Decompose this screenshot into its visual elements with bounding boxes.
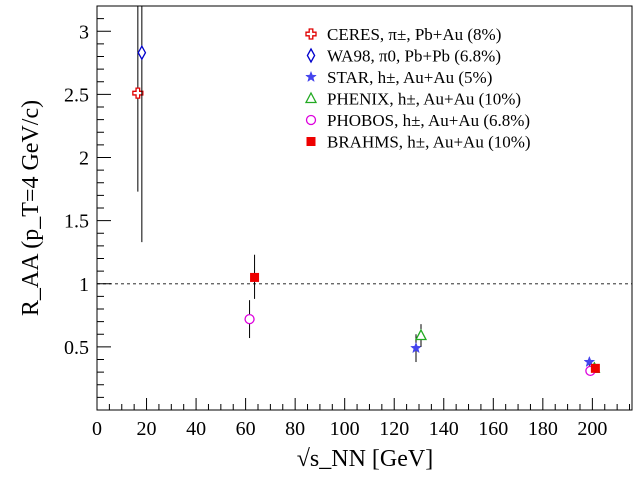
data-points [132, 6, 601, 377]
legend-entry: PHENIX, h±, Au+Au (10%) [327, 90, 521, 109]
y-tick-label: 0.5 [64, 337, 89, 359]
y-tick-label: 1.5 [64, 211, 89, 233]
legend-entry: PHOBOS, h±, Au+Au (6.8%) [327, 111, 530, 130]
data-point [414, 328, 428, 341]
data-point [137, 44, 147, 61]
data-point [583, 355, 596, 368]
x-tick-label: 20 [137, 418, 157, 440]
legend-entry: CERES, π±, Pb+Au (8%) [327, 25, 501, 44]
x-axis-title: √s_NN [GeV] [297, 446, 433, 472]
axes: 0 20 40 60 80 100 120 140 160 180 200 0.5 1 1.5 2 2.5 3 [64, 5, 633, 440]
legend-marker [305, 28, 317, 40]
data-point [250, 272, 260, 282]
data-point [244, 313, 255, 325]
x-tick-label: 40 [186, 418, 206, 440]
legend-entry: BRAHMS, h±, Au+Au (10%) [327, 133, 531, 152]
y-tick-label: 2 [79, 148, 89, 170]
x-tick-label: 180 [528, 418, 558, 440]
x-tick-label: 160 [478, 418, 508, 440]
axis-titles: √s_NN [GeV] R_AA (p_T=4 GeV/c) [18, 100, 433, 472]
x-tick-label: 200 [577, 418, 607, 440]
legend-marker [305, 114, 317, 126]
x-tick-label: 100 [330, 418, 360, 440]
legend-marker [304, 91, 318, 104]
x-tick-label: 60 [236, 418, 256, 440]
data-point [590, 363, 600, 373]
legend-marker [305, 70, 317, 83]
data-point [132, 87, 144, 99]
y-axis-title: R_AA (p_T=4 GeV/c) [18, 100, 44, 316]
x-tick-label: 0 [92, 418, 102, 440]
x-tick-label: 80 [285, 418, 305, 440]
legend-marker [306, 47, 316, 64]
y-tick-label: 1 [79, 274, 89, 296]
legend-marker [306, 137, 316, 146]
x-tick-label: 140 [429, 418, 459, 440]
x-tick-label: 120 [379, 418, 409, 440]
y-tick-label: 2.5 [64, 84, 89, 106]
legend: CERES, π±, Pb+Au (8%) WA98, π0, Pb+Pb (6.… [304, 25, 531, 152]
y-tick-label: 3 [79, 21, 89, 43]
legend-entry: STAR, h±, Au+Au (5%) [327, 68, 492, 87]
plot-frame [96, 5, 633, 411]
data-point [410, 341, 422, 354]
legend-entry: WA98, π0, Pb+Pb (6.8%) [327, 47, 501, 66]
